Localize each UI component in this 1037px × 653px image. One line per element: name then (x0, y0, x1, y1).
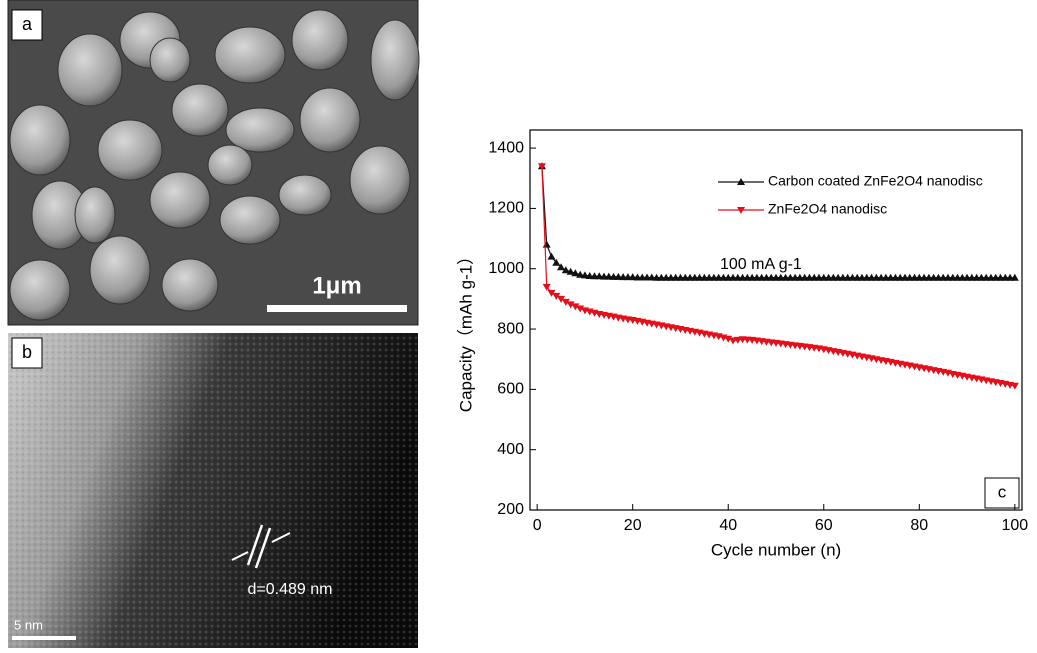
legend-marker (737, 178, 745, 185)
marker (576, 305, 585, 313)
panel-label: c (998, 482, 1007, 501)
x-tick-label: 80 (910, 517, 928, 534)
y-tick-label: 600 (497, 381, 524, 398)
x-tick-label: 100 (1001, 517, 1028, 534)
marker (733, 336, 742, 344)
y-tick-label: 1400 (488, 139, 524, 156)
marker (537, 163, 546, 171)
marker (576, 270, 585, 278)
marker (547, 289, 556, 297)
marker (557, 263, 566, 271)
x-tick-label: 0 (533, 517, 542, 534)
x-tick-label: 20 (624, 517, 642, 534)
label-box (11, 337, 43, 369)
marker (566, 267, 575, 275)
marker (547, 252, 556, 260)
marker (566, 301, 575, 309)
y-tick-label: 200 (497, 501, 524, 518)
tem-image (8, 333, 418, 648)
scale-bar-label: 5 nm (14, 617, 43, 632)
marker (561, 298, 570, 306)
marker (557, 295, 566, 303)
panel-label: b (22, 342, 32, 362)
marker (552, 258, 561, 266)
sem-image (7, 0, 420, 326)
legend-label: Carbon coated ZnFe2O4 nanodisc (768, 173, 983, 189)
panel-label: a (22, 14, 33, 34)
marker (1010, 382, 1019, 390)
annotation: 100 mA g-1 (720, 256, 802, 273)
marker (1010, 273, 1019, 281)
y-tick-label: 400 (497, 441, 524, 458)
legend-marker (737, 207, 745, 214)
label-box (984, 477, 1020, 509)
marker (580, 271, 589, 279)
x-axis-label: Cycle number (n) (711, 540, 841, 559)
plot-frame (529, 129, 1023, 511)
series-line (541, 166, 1015, 279)
marker (542, 283, 551, 291)
spacing-label: d=0.489 nm (248, 581, 333, 598)
marker (729, 337, 738, 345)
y-tick-label: 1000 (488, 260, 524, 277)
x-tick-label: 60 (815, 517, 833, 534)
scale-bar-label: 1μm (312, 272, 361, 299)
legend-label: ZnFe2O4 nanodisc (768, 201, 887, 217)
label-box (11, 9, 43, 41)
marker (571, 303, 580, 311)
y-axis-label: Capacity（mAh g-1） (456, 248, 475, 412)
marker (724, 335, 733, 343)
y-tick-label: 1200 (488, 200, 524, 217)
x-tick-label: 40 (719, 517, 737, 534)
marker (552, 292, 561, 300)
marker (571, 269, 580, 277)
marker (561, 266, 570, 274)
y-tick-label: 800 (497, 320, 524, 337)
